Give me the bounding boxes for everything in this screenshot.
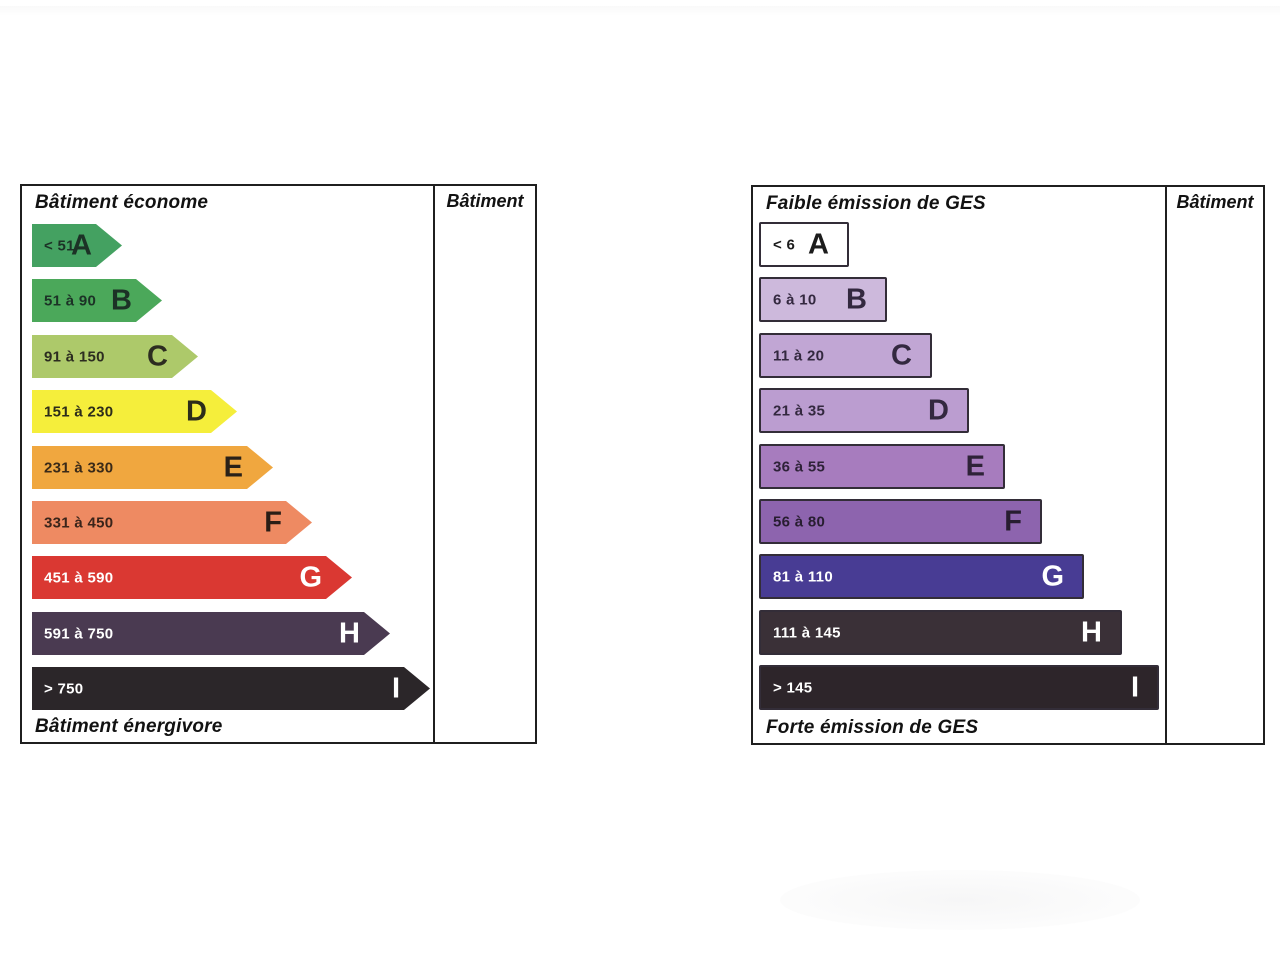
- ges-chart-title: Faible émission de GES: [766, 193, 986, 214]
- ges-batiment-header: Bâtiment: [1176, 192, 1254, 212]
- ges-bar-range-label: 36 à 55: [773, 458, 826, 475]
- ges-bar-range-label: 11 à 20: [773, 347, 825, 364]
- energy-bar-G: 451 à 590 G: [32, 556, 352, 599]
- ges-bar-letter: G: [1041, 560, 1064, 592]
- energy-bar-range-label: 591 à 750: [44, 625, 114, 642]
- energy-bar-F: 331 à 450 F: [32, 501, 312, 544]
- energy-bar-I: > 750 I: [32, 667, 430, 710]
- ges-bar-B: 6 à 10 B: [759, 277, 887, 322]
- energy-chart-title: Bâtiment économe: [35, 192, 209, 213]
- ges-bars: < 6 A 6 à 10 B 11 à 20 C 21 à 35 D 36 à 55 E 56 à …: [753, 187, 1263, 743]
- ges-bar-range-label: 111 à 145: [773, 624, 841, 641]
- energy-bar-range-label: 331 à 450: [44, 514, 114, 531]
- energy-bar-range-label: > 750: [44, 680, 84, 697]
- energy-bar-H: 591 à 750 H: [32, 612, 390, 655]
- energy-bar-B: 51 à 90 B: [32, 279, 162, 322]
- ges-chart-footer: Forte émission de GES: [766, 717, 979, 738]
- ges-batiment-column: Bâtiment: [1165, 187, 1263, 743]
- energy-bar-range-label: 451 à 590: [44, 569, 114, 586]
- ges-bar-A: < 6 A: [759, 222, 849, 267]
- ges-bar-letter: E: [965, 450, 985, 482]
- ges-bar-range-label: 56 à 80: [773, 513, 826, 530]
- ges-bar-letter: C: [891, 339, 912, 371]
- energy-bar-letter: B: [111, 284, 132, 316]
- scan-artifact-top: [0, 6, 1280, 16]
- energy-batiment-header: Bâtiment: [446, 191, 524, 211]
- ges-bar-I: > 145 I: [759, 665, 1159, 710]
- energy-bar-letter: A: [71, 229, 92, 261]
- ges-bar-F: 56 à 80 F: [759, 499, 1042, 544]
- ges-bar-letter: B: [846, 283, 867, 315]
- ges-bar-letter: F: [1004, 505, 1022, 537]
- ges-bar-letter: D: [928, 394, 949, 426]
- ges-bar-D: 21 à 35 D: [759, 388, 969, 433]
- ges-bar-range-label: < 6: [773, 236, 796, 253]
- ges-bar-letter: A: [808, 228, 829, 260]
- energy-bar-letter: C: [147, 340, 168, 372]
- energy-bars: < 51 A 51 à 90 B 91 à 150 C 151 à 230 D 231 à 33…: [22, 186, 535, 742]
- energy-bar-A: < 51 A: [32, 224, 122, 267]
- ges-bar-range-label: 6 à 10: [773, 291, 817, 308]
- ges-bar-range-label: 81 à 110: [773, 568, 833, 585]
- energy-bar-range-label: 151 à 230: [44, 403, 114, 420]
- energy-bar-range-label: 51 à 90: [44, 292, 97, 309]
- energy-chart-footer: Bâtiment énergivore: [35, 716, 223, 737]
- ges-bar-range-label: > 145: [773, 679, 813, 696]
- energy-bar-range-label: 231 à 330: [44, 459, 114, 476]
- ges-bar-H: 111 à 145 H: [759, 610, 1122, 655]
- energy-bar-letter: F: [264, 506, 282, 538]
- energy-bar-C: 91 à 150 C: [32, 335, 198, 378]
- energy-bar-letter: D: [186, 395, 207, 427]
- scan-artifact-blob: [780, 870, 1140, 930]
- ges-chart-panel: Faible émission de GES < 6 A 6 à 10 B 11 à 2…: [751, 185, 1265, 745]
- energy-bar-letter: E: [223, 451, 243, 483]
- energy-bar-range-label: < 51: [44, 237, 75, 254]
- ges-bar-G: 81 à 110 G: [759, 554, 1084, 599]
- energy-chart-panel: Bâtiment économe < 51 A 51 à 90 B 91 à 150 C 1…: [20, 184, 537, 744]
- energy-bar-E: 231 à 330 E: [32, 446, 273, 489]
- energy-bar-range-label: 91 à 150: [44, 348, 105, 365]
- energy-bar-D: 151 à 230 D: [32, 390, 237, 433]
- ges-bar-letter: H: [1081, 616, 1102, 648]
- energy-bar-letter: I: [391, 672, 400, 704]
- energy-bar-letter: G: [299, 561, 322, 593]
- ges-bar-range-label: 21 à 35: [773, 402, 826, 419]
- energy-batiment-column: Bâtiment: [433, 186, 535, 742]
- energy-bar-letter: H: [339, 617, 360, 649]
- ges-bar-C: 11 à 20 C: [759, 333, 932, 378]
- ges-bar-E: 36 à 55 E: [759, 444, 1005, 489]
- ges-bar-letter: I: [1130, 671, 1139, 703]
